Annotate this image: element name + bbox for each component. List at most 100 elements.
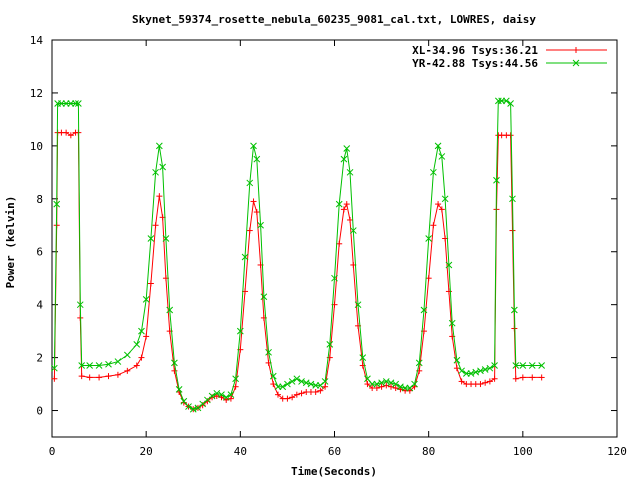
data-point xyxy=(175,386,183,393)
data-point xyxy=(86,374,93,381)
data-point xyxy=(415,359,423,367)
data-point xyxy=(453,356,461,364)
data-point xyxy=(509,227,516,234)
data-point xyxy=(346,168,354,176)
data-point xyxy=(448,319,456,327)
data-point xyxy=(507,100,514,107)
data-point xyxy=(142,296,150,303)
data-point xyxy=(298,390,305,397)
data-point xyxy=(53,200,61,208)
data-point xyxy=(528,362,536,369)
data-point xyxy=(124,367,131,374)
plot-frame xyxy=(51,39,618,438)
data-point xyxy=(336,240,343,247)
legend-label: YR-42.88 Tsys:44.56 xyxy=(412,57,538,70)
data-point xyxy=(378,379,385,387)
data-point xyxy=(75,100,82,107)
data-point xyxy=(96,374,103,381)
data-point xyxy=(364,375,371,383)
data-point xyxy=(401,384,409,392)
data-point xyxy=(72,100,79,107)
data-point xyxy=(434,142,442,150)
data-point xyxy=(289,394,296,401)
data-point xyxy=(274,383,282,391)
data-point xyxy=(317,382,324,389)
data-point xyxy=(482,379,489,386)
data-point xyxy=(155,142,163,150)
x-tick-label: 120 xyxy=(607,445,627,458)
data-point xyxy=(511,306,518,314)
data-point xyxy=(232,375,239,383)
data-point xyxy=(425,275,432,282)
data-point xyxy=(269,372,277,380)
data-point xyxy=(445,288,452,295)
y-tick-label: 2 xyxy=(36,352,43,365)
data-point xyxy=(67,100,75,107)
data-point xyxy=(491,362,498,369)
data-point xyxy=(322,383,329,390)
data-point xyxy=(236,327,244,335)
data-point xyxy=(438,206,445,213)
data-point xyxy=(477,381,484,388)
data-point xyxy=(241,253,249,261)
data-point xyxy=(519,362,527,369)
data-point xyxy=(438,153,446,160)
data-point xyxy=(275,391,281,398)
data-point xyxy=(204,396,211,404)
data-point xyxy=(218,391,225,399)
data-point xyxy=(472,368,480,376)
data-point xyxy=(194,404,202,412)
data-point xyxy=(284,395,291,402)
data-point xyxy=(293,375,301,383)
data-point xyxy=(509,195,516,203)
data-point xyxy=(250,198,257,205)
data-point xyxy=(373,380,381,388)
data-point xyxy=(51,375,58,382)
data-point xyxy=(288,378,296,385)
data-point xyxy=(147,235,155,242)
data-point xyxy=(159,163,166,171)
data-point xyxy=(147,280,154,287)
data-point xyxy=(199,400,207,408)
data-point xyxy=(227,391,235,399)
data-point xyxy=(171,367,178,374)
data-point xyxy=(152,168,159,176)
series-line xyxy=(53,132,542,410)
data-point xyxy=(152,222,159,229)
data-point xyxy=(307,380,315,388)
data-point xyxy=(76,301,84,309)
legend-marker xyxy=(573,47,579,53)
data-point xyxy=(340,206,347,213)
y-tick-label: 6 xyxy=(36,246,43,259)
data-point xyxy=(392,385,399,392)
data-point xyxy=(392,380,400,388)
data-point xyxy=(257,221,264,229)
data-point xyxy=(78,362,86,369)
data-point xyxy=(486,364,494,372)
data-point xyxy=(213,389,221,397)
data-point xyxy=(491,375,498,382)
y-tick-label: 12 xyxy=(30,87,43,100)
data-point xyxy=(78,373,85,380)
data-point xyxy=(58,100,65,107)
data-point xyxy=(512,375,519,382)
data-point xyxy=(105,360,112,368)
data-point xyxy=(321,378,329,385)
data-point xyxy=(171,359,178,367)
data-point xyxy=(435,201,442,208)
data-point xyxy=(373,385,380,392)
series-1 xyxy=(51,129,545,413)
data-point xyxy=(343,201,350,208)
data-point xyxy=(387,379,395,387)
data-point xyxy=(246,179,254,187)
data-point xyxy=(347,216,354,223)
data-point xyxy=(114,371,121,378)
data-point xyxy=(227,395,234,402)
data-point xyxy=(467,370,475,377)
series-line xyxy=(53,100,542,410)
data-point xyxy=(86,362,94,369)
data-point xyxy=(458,378,465,385)
data-point xyxy=(293,391,300,398)
